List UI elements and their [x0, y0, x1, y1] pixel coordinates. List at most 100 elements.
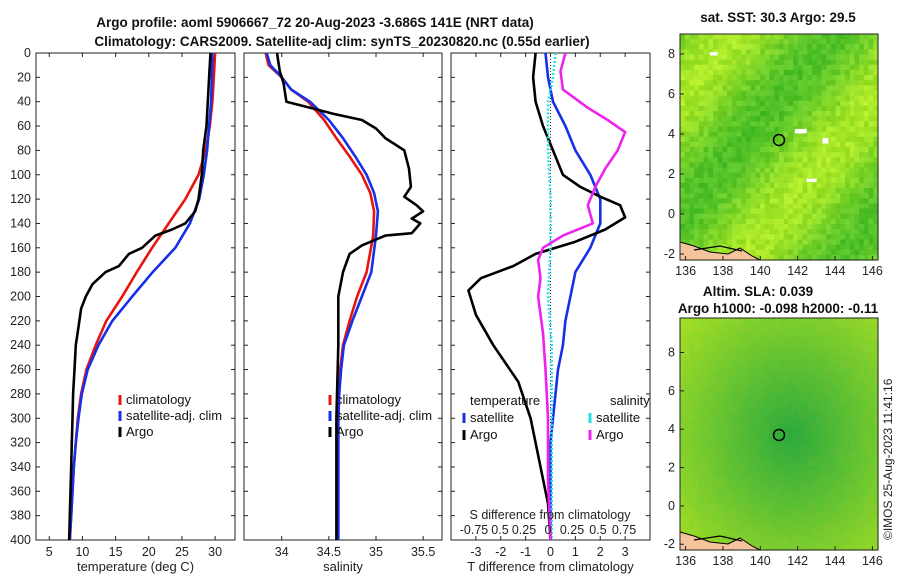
sla-cell	[802, 498, 808, 505]
sst-cell	[821, 157, 827, 164]
sst-cell	[736, 234, 742, 241]
sst-cell	[760, 162, 766, 169]
sst-cell	[821, 193, 827, 199]
sla-cell	[736, 498, 742, 505]
sla-cell	[826, 503, 832, 509]
sst-cell	[793, 111, 799, 117]
sla-cell	[788, 318, 794, 324]
sla-coast-detail	[693, 535, 743, 542]
sst-cell	[698, 141, 705, 148]
sla-cell	[755, 536, 761, 542]
sla-cell	[727, 471, 733, 477]
sla-cell	[835, 336, 841, 342]
sla-cell	[764, 350, 771, 356]
depth-tick-label: 280	[10, 387, 31, 401]
sla-cell	[769, 457, 775, 463]
sla-cell	[816, 345, 823, 352]
sla-cell	[812, 512, 818, 519]
sla-cell	[713, 359, 719, 365]
sst-cell	[736, 49, 742, 56]
sla-cell	[736, 331, 742, 338]
sst-cell	[684, 198, 691, 205]
sla-cell	[868, 406, 874, 412]
sst-cell	[816, 147, 823, 153]
sst-cell	[854, 224, 860, 230]
sst-cell	[854, 167, 860, 174]
sla-cell	[717, 522, 724, 528]
sla-cell	[769, 373, 775, 379]
sla-cell	[708, 508, 714, 514]
sst-cell	[868, 234, 874, 241]
sst-cell	[807, 208, 813, 215]
sst-cell	[868, 100, 874, 107]
sla-cell	[868, 350, 874, 356]
sla-cell	[802, 434, 808, 440]
sst-cell	[708, 193, 714, 199]
sst-cell	[849, 39, 856, 45]
sst-cell	[746, 85, 752, 92]
sla-cell	[774, 517, 780, 523]
sla-cell	[760, 475, 766, 481]
sst-cell	[821, 100, 827, 107]
sla-cell	[713, 489, 719, 495]
sla-cell	[741, 466, 747, 472]
sla-cell	[727, 406, 733, 412]
sst-cell	[812, 147, 818, 153]
sla-cell	[812, 369, 818, 375]
sla-cell	[873, 406, 879, 412]
sla-cell	[783, 359, 790, 365]
sla-cell	[826, 452, 832, 458]
sst-cell	[859, 105, 865, 112]
sla-cell	[750, 387, 757, 393]
sst-cell	[713, 59, 719, 66]
sst-cell	[859, 80, 865, 86]
sst-cell	[689, 111, 695, 117]
sst-cell	[680, 100, 686, 107]
sla-cell	[854, 350, 860, 356]
sla-cell	[807, 517, 813, 523]
sla-cell	[769, 508, 775, 514]
sla-cell	[760, 498, 766, 505]
sla-cell	[698, 373, 705, 379]
sst-cell	[788, 69, 794, 76]
sst-cell	[689, 69, 695, 76]
sla-cell	[774, 364, 780, 370]
sst-cell	[797, 198, 804, 205]
sla-cell	[816, 429, 823, 435]
sst-cell	[788, 44, 794, 51]
sla-cell	[854, 498, 860, 505]
sst-cell	[868, 177, 874, 184]
sla-cell	[812, 406, 818, 412]
sst-cell	[755, 224, 761, 230]
sst-cell	[713, 64, 719, 71]
sla-cell	[727, 480, 733, 486]
sst-cell	[840, 69, 846, 76]
sla-cell	[760, 392, 766, 398]
sla-cell	[783, 369, 790, 375]
sst-cell	[708, 147, 714, 153]
sla-cell	[840, 494, 846, 500]
sla-cell	[689, 522, 695, 528]
sst-cell	[760, 49, 766, 56]
sla-cell	[873, 489, 879, 495]
sla-cell	[830, 498, 837, 505]
sst-cell	[849, 80, 856, 86]
sla-cell	[859, 401, 865, 407]
sla-cell	[680, 336, 686, 342]
sst-cell	[788, 126, 794, 133]
sla-cell	[680, 424, 686, 430]
sla-cell	[807, 415, 813, 421]
sla-cell	[684, 355, 691, 361]
sst-cell	[764, 203, 771, 210]
sla-cell	[680, 364, 686, 370]
sla-cell	[863, 452, 870, 458]
sst-cell	[826, 177, 832, 184]
sla-cell	[797, 341, 804, 347]
depth-tick-label: 160	[10, 241, 31, 255]
sst-cell	[722, 249, 728, 256]
sla-cell	[727, 373, 733, 379]
sla-cell	[727, 494, 733, 500]
sst-cell	[717, 75, 724, 81]
sst-cell	[807, 141, 813, 148]
sst-cell	[783, 39, 790, 45]
